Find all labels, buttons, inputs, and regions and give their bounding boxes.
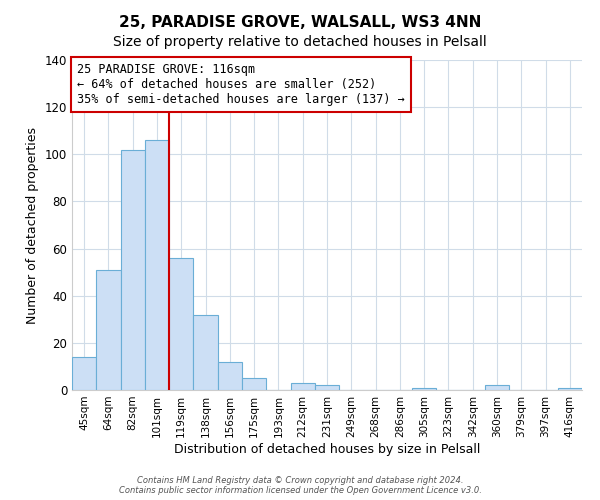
Text: 25 PARADISE GROVE: 116sqm
← 64% of detached houses are smaller (252)
35% of semi: 25 PARADISE GROVE: 116sqm ← 64% of detac…	[77, 64, 405, 106]
Bar	[412, 388, 436, 390]
Bar	[485, 386, 509, 390]
Bar	[169, 258, 193, 390]
Bar	[315, 386, 339, 390]
Bar	[72, 357, 96, 390]
Bar	[96, 270, 121, 390]
Bar	[558, 388, 582, 390]
Bar	[193, 314, 218, 390]
Bar	[242, 378, 266, 390]
Bar	[290, 383, 315, 390]
Text: 25, PARADISE GROVE, WALSALL, WS3 4NN: 25, PARADISE GROVE, WALSALL, WS3 4NN	[119, 15, 481, 30]
X-axis label: Distribution of detached houses by size in Pelsall: Distribution of detached houses by size …	[174, 442, 480, 456]
Bar	[145, 140, 169, 390]
Text: Contains HM Land Registry data © Crown copyright and database right 2024.
Contai: Contains HM Land Registry data © Crown c…	[119, 476, 481, 495]
Text: Size of property relative to detached houses in Pelsall: Size of property relative to detached ho…	[113, 35, 487, 49]
Y-axis label: Number of detached properties: Number of detached properties	[26, 126, 39, 324]
Bar	[218, 362, 242, 390]
Bar	[121, 150, 145, 390]
